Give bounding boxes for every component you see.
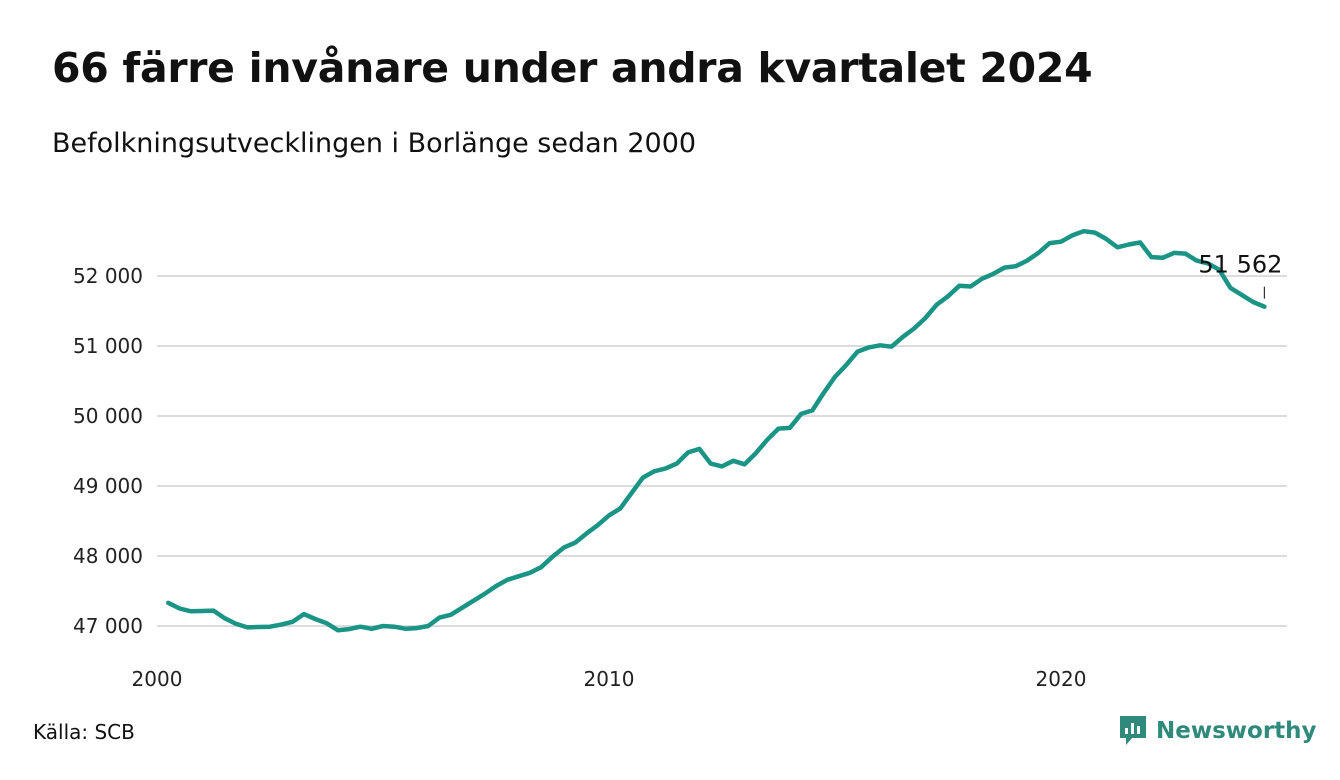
annotations: 51 562 xyxy=(1198,251,1282,299)
y-tick-label: 51 000 xyxy=(73,334,143,358)
brand-name: Newsworthy xyxy=(1156,718,1317,744)
chart-bubble-icon xyxy=(1120,716,1146,745)
x-axis-tick-labels: 2000 2010 2020 xyxy=(132,667,1087,691)
series-line xyxy=(166,228,1267,633)
y-axis-tick-labels: 47 000 48 000 49 000 50 000 51 000 52 000 xyxy=(73,264,143,638)
chart-subtitle: Befolkningsutvecklingen i Borlänge sedan… xyxy=(52,128,697,159)
grid-lines xyxy=(157,275,1287,627)
source-note: Källa: SCB xyxy=(33,720,135,744)
y-tick-label: 50 000 xyxy=(73,404,143,428)
y-tick-label: 47 000 xyxy=(73,614,143,638)
annotation-label: 51 562 xyxy=(1198,251,1282,279)
y-tick-label: 52 000 xyxy=(73,264,143,288)
x-tick-label: 2000 xyxy=(132,667,183,691)
x-tick-label: 2010 xyxy=(584,667,635,691)
y-tick-label: 49 000 xyxy=(73,474,143,498)
line-chart: 47 000 48 000 49 000 50 000 51 000 52 000 200… xyxy=(73,228,1287,691)
brand-logo: Newsworthy xyxy=(1118,714,1317,748)
y-tick-label: 48 000 xyxy=(73,544,143,568)
chart-title: 66 färre invånare under andra kvartalet … xyxy=(52,44,1093,92)
x-tick-label: 2020 xyxy=(1036,667,1087,691)
series-group xyxy=(166,228,1267,633)
